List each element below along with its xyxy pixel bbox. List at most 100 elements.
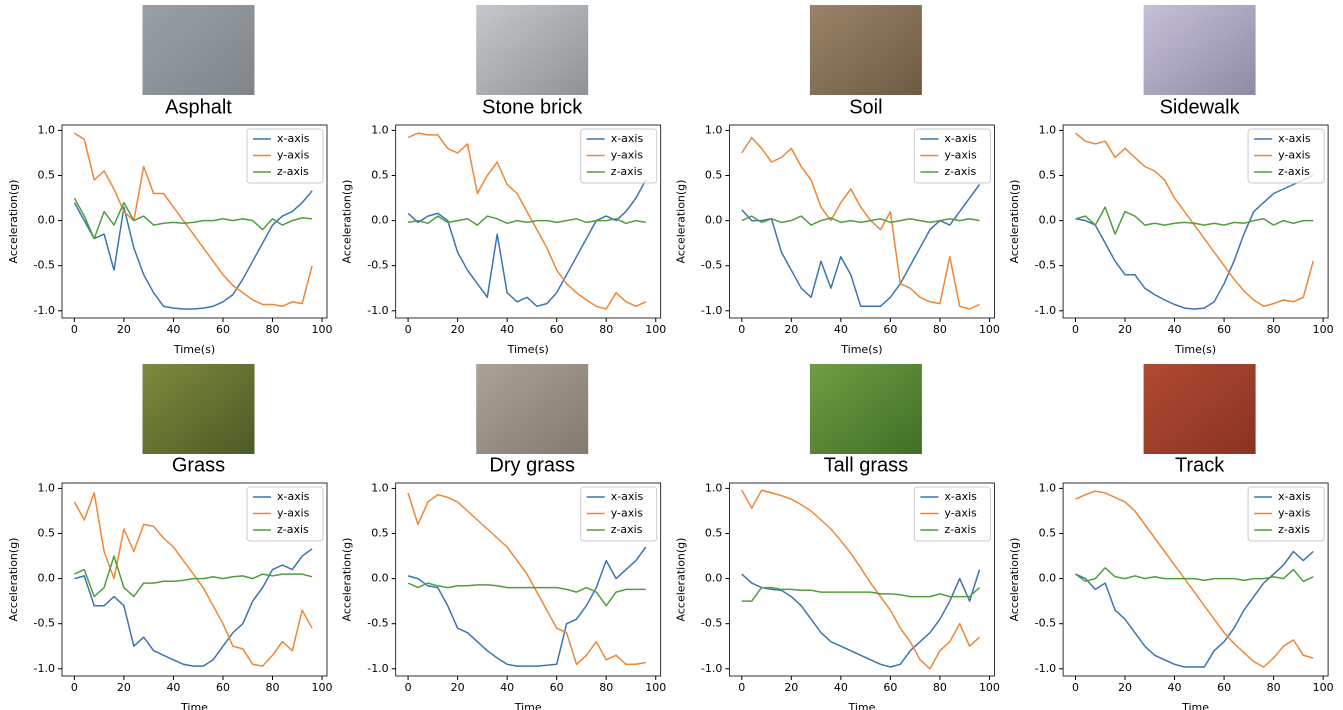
chart-title: Stone brick: [482, 96, 583, 118]
legend-label: z-axis: [611, 165, 643, 178]
y-axis-label: Acceleration(g): [674, 538, 687, 622]
x-tick-label: 40: [834, 323, 848, 336]
series-line: [1076, 176, 1314, 310]
x-tick-label: 0: [405, 681, 412, 694]
x-axis-label: Time: [847, 701, 875, 710]
x-tick-label: 60: [1217, 323, 1231, 336]
texture-image: [1144, 364, 1256, 454]
legend-label: y-axis: [611, 149, 644, 162]
y-axis-label: Acceleration(g): [7, 180, 20, 264]
x-tick-label: 60: [216, 323, 230, 336]
x-tick-label: 40: [1168, 323, 1182, 336]
y-tick-label: 1.0: [1039, 123, 1057, 136]
y-tick-label: -1.0: [1035, 304, 1056, 317]
x-tick-label: 20: [451, 323, 465, 336]
texture-image: [1144, 5, 1256, 95]
chart-title: Tall grass: [824, 454, 908, 476]
x-tick-label: 100: [645, 323, 666, 336]
y-tick-label: 1.0: [371, 481, 389, 494]
x-tick-label: 80: [933, 323, 947, 336]
series-line: [742, 570, 980, 667]
legend-label: z-axis: [944, 165, 976, 178]
y-tick-label: 1.0: [371, 123, 389, 136]
x-tick-label: 80: [266, 323, 280, 336]
x-axis-label: Time: [1181, 701, 1209, 710]
y-tick-label: 1.0: [1039, 481, 1057, 494]
y-tick-label: 0.0: [38, 572, 56, 585]
texture-image: [476, 364, 588, 454]
legend-label: x-axis: [1278, 132, 1311, 145]
x-axis-label: Time(s): [840, 343, 882, 356]
figure: Asphalt 0 20 40 60 80 100 -1.0 -0.5 0.0 0.5 1.0 Time…: [0, 0, 1343, 710]
texture-image: [476, 5, 588, 95]
y-tick-label: -1.0: [367, 662, 388, 675]
y-tick-label: 0.5: [1039, 527, 1057, 540]
y-tick-label: -0.5: [367, 259, 388, 272]
chart-title: Dry grass: [489, 454, 575, 476]
y-tick-label: 0.5: [38, 527, 56, 540]
x-tick-label: 100: [312, 323, 333, 336]
series-line: [1076, 207, 1314, 234]
y-tick-label: 0.0: [371, 572, 389, 585]
legend-label: x-axis: [611, 490, 644, 503]
x-tick-label: 40: [500, 323, 514, 336]
x-tick-label: 0: [71, 323, 78, 336]
x-tick-label: 60: [550, 681, 564, 694]
x-tick-label: 80: [599, 323, 613, 336]
legend-label: x-axis: [277, 132, 310, 145]
x-tick-label: 20: [117, 323, 131, 336]
x-tick-label: 100: [312, 681, 333, 694]
y-tick-label: 0.5: [371, 169, 389, 182]
y-tick-label: -0.5: [701, 259, 722, 272]
x-tick-label: 20: [117, 681, 131, 694]
x-tick-label: 20: [784, 323, 798, 336]
chart-title: Asphalt: [165, 96, 232, 118]
chart-title: Track: [1175, 454, 1225, 476]
x-tick-label: 40: [500, 681, 514, 694]
x-tick-label: 40: [166, 323, 180, 336]
x-tick-label: 0: [738, 323, 745, 336]
y-tick-label: -1.0: [701, 662, 722, 675]
series-line: [408, 547, 646, 666]
y-axis-label: Acceleration(g): [341, 538, 354, 622]
legend-label: y-axis: [944, 507, 977, 520]
x-tick-label: 100: [979, 323, 1000, 336]
series-line: [408, 180, 646, 306]
y-tick-label: 0.5: [38, 169, 56, 182]
y-axis-label: Acceleration(g): [341, 180, 354, 264]
series-line: [74, 191, 312, 309]
y-tick-label: -0.5: [701, 617, 722, 630]
y-tick-label: -1.0: [34, 662, 55, 675]
x-tick-label: 0: [1072, 681, 1079, 694]
y-tick-label: -1.0: [367, 304, 388, 317]
legend-label: z-axis: [944, 523, 976, 536]
x-tick-label: 60: [1217, 681, 1231, 694]
x-axis-label: Time(s): [507, 343, 549, 356]
legend-label: z-axis: [1278, 523, 1310, 536]
y-tick-label: 1.0: [38, 123, 56, 136]
y-tick-label: 0.0: [1039, 214, 1057, 227]
series-line: [74, 556, 312, 597]
y-tick-label: -1.0: [34, 304, 55, 317]
x-tick-label: 40: [834, 681, 848, 694]
x-tick-label: 40: [1168, 681, 1182, 694]
legend-label: z-axis: [277, 165, 309, 178]
y-tick-label: 0.5: [1039, 169, 1057, 182]
chart-title: Soil: [849, 96, 882, 118]
legend-label: y-axis: [1278, 149, 1311, 162]
y-tick-label: 1.0: [705, 123, 723, 136]
texture-image: [810, 5, 922, 95]
series-line: [74, 198, 312, 239]
x-axis-label: Time: [514, 701, 542, 710]
legend-label: y-axis: [611, 507, 644, 520]
y-tick-label: 0.0: [371, 214, 389, 227]
y-axis-label: Acceleration(g): [674, 180, 687, 264]
y-tick-label: -0.5: [34, 617, 55, 630]
x-tick-label: 60: [883, 323, 897, 336]
x-tick-label: 80: [599, 681, 613, 694]
legend-label: x-axis: [611, 132, 644, 145]
y-axis-label: Acceleration(g): [7, 538, 20, 622]
legend-label: x-axis: [277, 490, 310, 503]
legend-label: x-axis: [944, 132, 977, 145]
series-line: [742, 216, 980, 225]
